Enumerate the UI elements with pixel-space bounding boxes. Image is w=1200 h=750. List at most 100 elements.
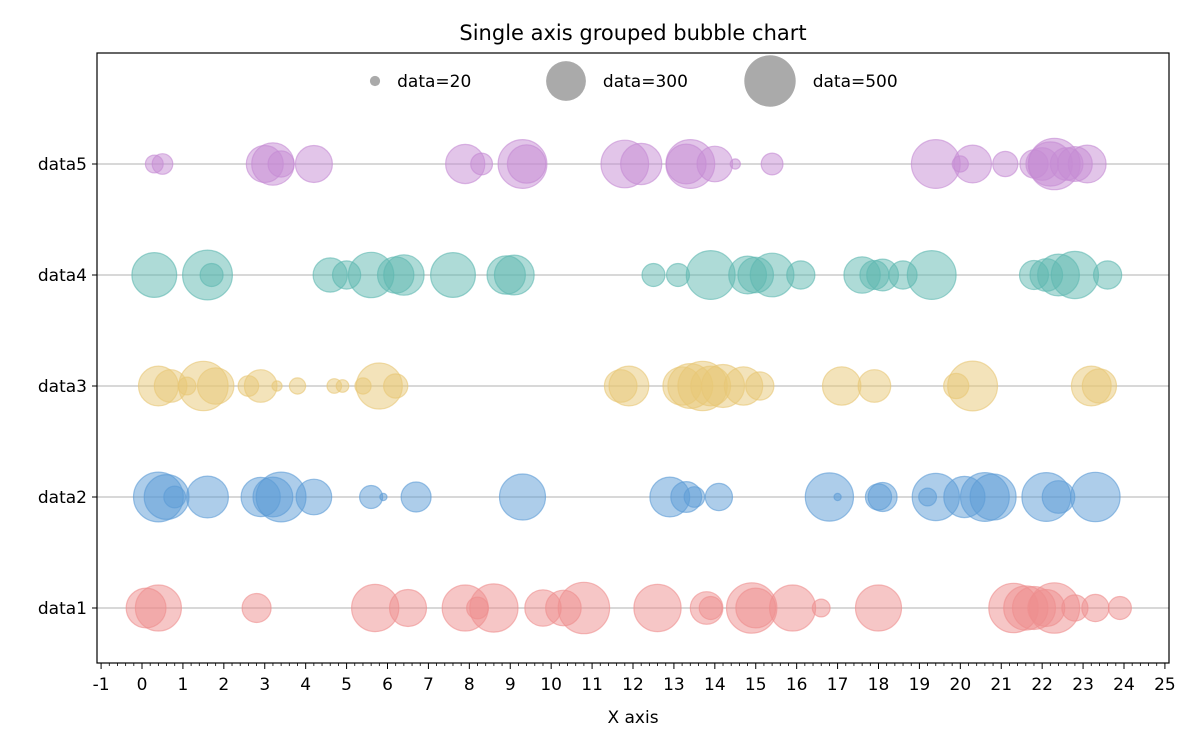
x-tick-label: -1 [93,675,110,695]
bubble-data1 [698,595,723,621]
bubble-data2 [186,475,230,519]
bubble-data5 [294,144,333,184]
bubble-data3 [196,367,235,405]
bubble-data3 [857,369,892,403]
bubble-data3 [335,379,350,393]
bubble-data5 [992,150,1019,178]
legend-label: data=20 [397,72,471,92]
bubble-data1 [134,584,182,632]
x-tick-label: 18 [868,675,890,695]
bubble-data4 [131,252,178,299]
x-tick-label: 11 [581,675,603,695]
bubble-data4 [383,254,425,296]
bubble-data4 [685,250,736,301]
x-tick-label: 16 [786,675,808,695]
bubble-data4 [1050,250,1100,300]
x-tick-label: 17 [827,675,849,695]
bubble-data3 [271,380,283,392]
bubble-data1 [557,581,611,635]
bubble-data5 [760,152,784,176]
bubble-data2 [400,481,432,513]
bubble-data1 [768,584,817,632]
y-tick-label: data5 [38,155,87,175]
bubble-data5 [1067,144,1107,184]
x-tick-label: 6 [382,675,393,695]
bubble-data3 [383,373,409,399]
bubble-data1 [1107,595,1133,621]
bubble-data1 [1081,593,1110,623]
bubble-data4 [199,262,224,288]
bubble-data2 [379,492,388,502]
bubble-data1 [854,584,903,632]
legend-marker [369,75,381,87]
x-tick-label: 14 [704,675,726,695]
bubble-data4 [641,262,666,288]
bubble-data1 [469,583,519,633]
legend-label: data=300 [603,72,688,92]
x-tick-label: 10 [540,675,562,695]
x-tick-label: 9 [505,675,516,695]
bubble-layer [125,137,1133,635]
x-tick-label: 1 [178,675,189,695]
legend-marker [744,55,796,107]
y-tick-label: data2 [38,488,87,508]
bubble-data3 [745,371,775,401]
bubble-data4 [786,260,816,290]
x-tick-label: 2 [218,675,229,695]
bubble-data3 [1081,368,1118,404]
bubble-data1 [811,598,831,618]
y-tick-label: data1 [38,599,87,619]
y-axis: data1 data2 data3 data4 data5 [38,155,97,619]
bubble-data5 [729,158,742,170]
x-tick-label: 22 [1031,675,1053,695]
bubble-data1 [388,588,428,628]
legend-marker [546,61,586,101]
x-tick-label: 19 [909,675,931,695]
bubble-data3 [821,366,862,406]
x-tick-label: 12 [622,675,644,695]
x-tick-label: 8 [464,675,475,695]
bubble-data2 [867,481,898,513]
x-tick-label: 15 [745,675,767,695]
bubble-data5 [470,152,494,176]
bubble-data5 [506,144,547,184]
bubble-data3 [947,360,999,412]
bubble-data2 [969,473,1017,521]
bubble-data2 [163,485,187,509]
x-tick-label: 4 [300,675,311,695]
bubble-data2 [1070,471,1121,523]
y-tick-label: data3 [38,377,87,397]
x-tick-label: 5 [341,675,352,695]
x-tick-label: 3 [259,675,270,695]
bubble-data5 [151,153,174,175]
bubble-data2 [498,473,547,521]
bubble-data4 [1092,260,1123,290]
bubble-data1 [241,592,272,624]
x-axis: -1 0 1 2 3 4 5 6 7 8 9 10 11 12 13 14 15 16 17 18 19 20 21 22 23… [93,663,1176,695]
chart-title: Single axis grouped bubble chart [459,21,806,45]
bubble-data2 [683,486,706,508]
legend: data=20 data=300 data=500 [369,55,898,107]
x-tick-label: 0 [137,675,148,695]
bubble-data2 [1041,480,1076,514]
bubble-data5 [267,150,295,178]
bubble-data3 [288,377,307,395]
x-tick-label: 13 [663,675,685,695]
bubble-data4 [493,254,535,296]
bubble-data5 [620,142,663,186]
bubble-data4 [430,252,477,299]
bubble-data5 [696,145,734,183]
x-tick-label: 24 [1113,675,1135,695]
bubble-data2 [359,484,384,510]
x-tick-label: 21 [990,675,1012,695]
y-tick-label: data4 [38,266,87,286]
bubble-data2 [295,478,333,516]
bubble-data4 [906,250,957,301]
x-axis-label: X axis [607,708,658,728]
x-tick-label: 23 [1072,675,1094,695]
bubble-data1 [633,583,682,633]
x-tick-label: 25 [1154,675,1176,695]
x-tick-label: 7 [423,675,434,695]
bubble-data2 [704,482,734,512]
